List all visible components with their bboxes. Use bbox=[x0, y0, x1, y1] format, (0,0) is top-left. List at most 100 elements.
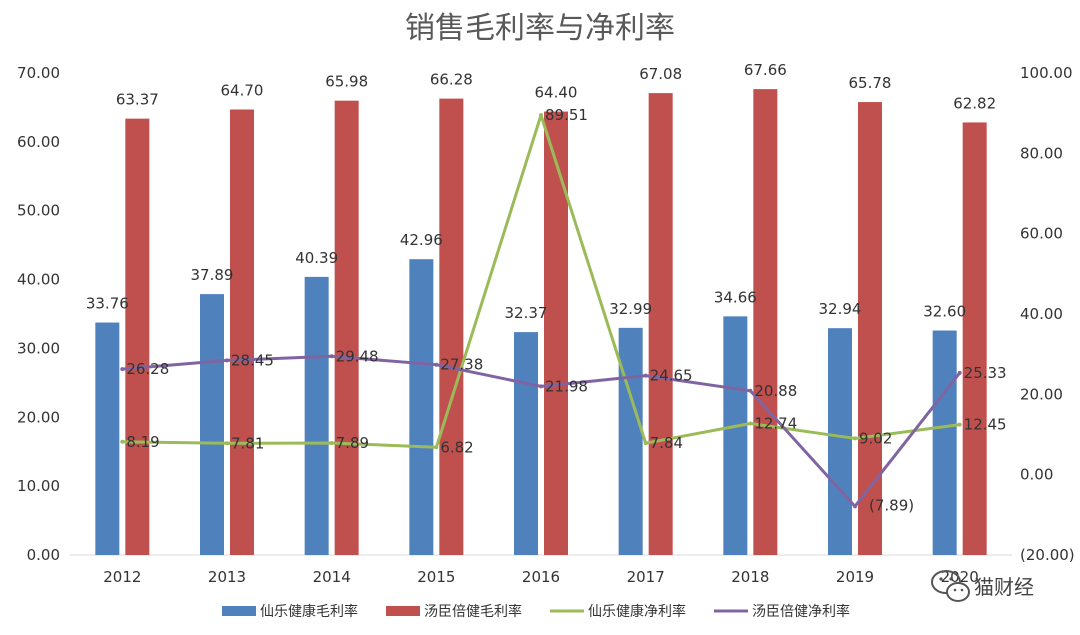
legend-label: 汤臣倍健净利率 bbox=[752, 603, 850, 620]
line-point bbox=[748, 388, 753, 393]
line-point bbox=[853, 504, 857, 509]
x-tick-label: 2019 bbox=[836, 568, 874, 586]
legend-label: 汤臣倍健毛利率 bbox=[424, 603, 522, 620]
wechat-icon bbox=[931, 570, 970, 602]
watermark: 猫财经 bbox=[931, 570, 1034, 602]
line-data-label: 9.02 bbox=[859, 429, 892, 447]
line-point bbox=[957, 422, 962, 427]
line-point bbox=[120, 367, 125, 372]
line-data-label: 12.45 bbox=[964, 416, 1007, 434]
bar-data-label: 65.78 bbox=[849, 74, 892, 92]
line-point bbox=[539, 384, 543, 389]
bar-data-label: 64.70 bbox=[221, 81, 264, 99]
y-left-tick-label: 10.00 bbox=[17, 477, 60, 495]
x-tick-label: 2012 bbox=[103, 568, 141, 586]
bar-data-label: 32.37 bbox=[505, 304, 548, 322]
y-right-tick-label: 40.00 bbox=[1020, 305, 1063, 323]
line-point bbox=[643, 441, 648, 446]
line-data-label: 89.51 bbox=[545, 106, 588, 124]
line-data-label: 6.82 bbox=[440, 438, 473, 456]
bar bbox=[334, 100, 359, 555]
line-point bbox=[434, 362, 439, 367]
bar-data-label: 62.82 bbox=[953, 94, 996, 112]
x-tick-label: 2017 bbox=[627, 568, 665, 586]
line-point bbox=[748, 421, 753, 426]
line-point bbox=[225, 358, 229, 363]
bar bbox=[648, 93, 673, 555]
line-data-label: 27.38 bbox=[440, 356, 483, 374]
bar bbox=[932, 330, 957, 555]
bar-data-label: 32.99 bbox=[609, 300, 652, 318]
bar-data-label: 67.66 bbox=[744, 61, 787, 79]
x-tick-label: 2014 bbox=[313, 568, 351, 586]
line-point bbox=[643, 373, 648, 378]
data-labels: 33.76 37.89 40.39 42.96 32.37 32.99 34.66 32.94… bbox=[86, 61, 1007, 514]
bar bbox=[439, 98, 464, 555]
y-right-tick-label: 100.00 bbox=[1020, 64, 1073, 82]
x-tick-label: 2016 bbox=[522, 568, 560, 586]
y-left-tick-label: 0.00 bbox=[27, 546, 60, 564]
bar bbox=[753, 89, 778, 555]
bar-data-label: 64.40 bbox=[535, 84, 578, 102]
bar-data-label: 40.39 bbox=[295, 249, 338, 267]
bar bbox=[95, 322, 120, 555]
legend-label: 仙乐健康净利率 bbox=[588, 603, 686, 620]
bar bbox=[200, 294, 224, 555]
bar-data-label: 32.94 bbox=[819, 300, 862, 318]
line-data-label: 26.28 bbox=[126, 360, 169, 378]
line-point bbox=[329, 440, 334, 445]
bar bbox=[828, 328, 852, 555]
legend: 仙乐健康毛利率 汤臣倍健毛利率 仙乐健康净利率 汤臣倍健净利率 bbox=[222, 603, 850, 620]
bar bbox=[858, 102, 882, 556]
line-point bbox=[434, 445, 439, 450]
x-tick-label: 2015 bbox=[417, 568, 455, 586]
y-right-tick-label: (20.00) bbox=[1020, 546, 1075, 564]
bar bbox=[514, 332, 538, 555]
chart-title: 销售毛利率与净利率 bbox=[405, 11, 675, 46]
bar bbox=[962, 122, 987, 556]
y-left-tick-label: 40.00 bbox=[17, 271, 60, 289]
y-right-tick-label: 80.00 bbox=[1020, 144, 1063, 162]
line-data-label: 7.89 bbox=[336, 434, 369, 452]
y-left-tick-label: 50.00 bbox=[17, 202, 60, 220]
y-right-tick-label: 60.00 bbox=[1020, 225, 1063, 243]
bar-data-label: 67.08 bbox=[639, 65, 682, 83]
bar-data-label: 32.60 bbox=[923, 303, 966, 321]
x-tick-label: 2013 bbox=[208, 568, 246, 586]
line-data-label: 7.81 bbox=[231, 434, 264, 452]
bar-data-label: 34.66 bbox=[714, 288, 757, 306]
line-data-label: 21.98 bbox=[545, 377, 588, 395]
line-point bbox=[120, 439, 125, 444]
bar-data-label: 33.76 bbox=[86, 295, 129, 313]
bar bbox=[409, 259, 434, 555]
y-right-tick-label: 20.00 bbox=[1020, 385, 1063, 403]
line-point bbox=[225, 441, 229, 446]
y-left-tick-label: 60.00 bbox=[17, 133, 60, 151]
line-data-label: 25.33 bbox=[964, 364, 1007, 382]
y-left-tick-label: 30.00 bbox=[17, 339, 60, 357]
bar-data-label: 37.89 bbox=[191, 266, 234, 284]
line-data-label: 24.65 bbox=[650, 367, 693, 385]
bar-data-label: 65.98 bbox=[325, 73, 368, 91]
bars bbox=[95, 89, 987, 556]
bar bbox=[544, 111, 568, 555]
line-point bbox=[957, 370, 962, 375]
line-point bbox=[853, 436, 857, 441]
bar bbox=[125, 118, 150, 555]
line-point bbox=[539, 113, 543, 118]
y-left-tick-label: 70.00 bbox=[17, 64, 60, 82]
line-data-label: 28.45 bbox=[231, 351, 274, 369]
lines bbox=[120, 113, 962, 509]
bar-data-label: 66.28 bbox=[430, 71, 473, 89]
watermark-text: 猫财经 bbox=[974, 575, 1034, 599]
line-data-label: 8.19 bbox=[126, 433, 159, 451]
bar bbox=[618, 327, 643, 555]
line-data-label: 20.88 bbox=[754, 382, 797, 400]
axes: 0.00 10.00 20.00 30.00 40.00 50.00 60.00 70.00 (… bbox=[17, 64, 1075, 586]
bar-data-label: 42.96 bbox=[400, 231, 443, 249]
line-data-label: 29.48 bbox=[336, 347, 379, 365]
line-point bbox=[329, 354, 334, 359]
bar bbox=[723, 316, 748, 555]
line-data-label: (7.89) bbox=[869, 496, 914, 514]
